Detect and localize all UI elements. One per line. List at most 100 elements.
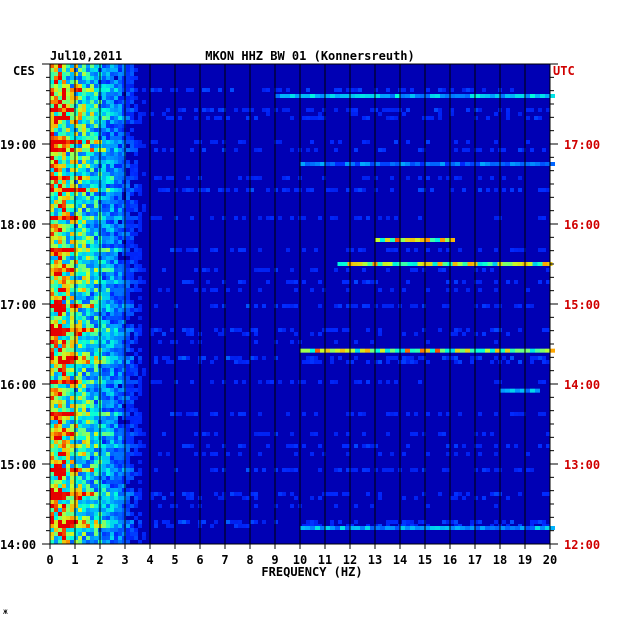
heatmap-cell: [462, 148, 466, 152]
heatmap-cell: [114, 300, 118, 304]
heatmap-cell: [54, 404, 58, 408]
heatmap-cell: [58, 156, 62, 160]
heatmap-cell: [338, 304, 342, 308]
heatmap-cell: [62, 372, 66, 376]
heatmap-cell: [118, 312, 122, 316]
heatmap-cell: [94, 260, 98, 264]
heatmap-cell: [50, 188, 54, 192]
heatmap-cell: [446, 280, 450, 284]
heatmap-cell: [66, 284, 70, 288]
heatmap-cell: [102, 128, 106, 132]
heatmap-cell: [114, 220, 118, 224]
heatmap-cell: [162, 356, 166, 360]
heatmap-cell: [70, 496, 74, 500]
heatmap-cell: [454, 148, 458, 152]
heatmap-cell: [118, 228, 122, 232]
heatmap-cell: [114, 532, 118, 536]
heatmap-cell: [50, 484, 54, 488]
heatmap-cell: [122, 272, 126, 276]
heatmap-cell: [106, 348, 110, 352]
heatmap-cell: [94, 132, 98, 136]
heatmap-cell: [62, 464, 66, 468]
heatmap-cell: [62, 300, 66, 304]
heatmap-cell: [546, 280, 550, 284]
heatmap-cell: [94, 140, 98, 144]
heatmap-cell: [222, 216, 226, 220]
spectral-line-cell: [382, 262, 388, 266]
x-axis-label: FREQUENCY (HZ): [261, 565, 362, 579]
heatmap-cell: [50, 240, 54, 244]
heatmap-cell: [410, 520, 414, 524]
heatmap-cell: [94, 68, 98, 72]
heatmap-cell: [266, 432, 270, 436]
heatmap-cell: [94, 432, 98, 436]
heatmap-cell: [70, 444, 74, 448]
heatmap-cell: [50, 324, 54, 328]
heatmap-cell: [78, 492, 82, 496]
heatmap-cell: [114, 228, 118, 232]
heatmap-cell: [90, 288, 94, 292]
heatmap-cell: [74, 192, 78, 196]
spectral-line-cell: [415, 94, 420, 98]
heatmap-cell: [154, 140, 158, 144]
heatmap-cell: [438, 112, 442, 116]
heatmap-cell: [130, 80, 134, 84]
heatmap-cell: [126, 496, 130, 500]
heatmap-cell: [78, 72, 82, 76]
heatmap-cell: [90, 248, 94, 252]
heatmap-cell: [122, 416, 126, 420]
spectral-line-cell: [320, 94, 325, 98]
heatmap-cell: [106, 304, 110, 308]
heatmap-cell: [54, 264, 58, 268]
heatmap-cell: [102, 76, 106, 80]
heatmap-cell: [118, 364, 122, 368]
heatmap-cell: [250, 520, 254, 524]
heatmap-cell: [66, 480, 70, 484]
heatmap-cell: [218, 496, 222, 500]
spectral-line-cell: [515, 94, 520, 98]
heatmap-cell: [78, 468, 82, 472]
heatmap-cell: [90, 480, 94, 484]
heatmap-cell: [334, 268, 338, 272]
heatmap-cell: [58, 448, 62, 452]
heatmap-cell: [78, 128, 82, 132]
spectral-line-cell: [470, 162, 475, 166]
heatmap-cell: [114, 236, 118, 240]
heatmap-cell: [526, 452, 530, 456]
heatmap-cell: [130, 396, 134, 400]
heatmap-cell: [214, 520, 218, 524]
heatmap-cell: [154, 176, 158, 180]
spectral-line-cell: [325, 348, 330, 353]
heatmap-cell: [110, 184, 114, 188]
heatmap-cell: [366, 444, 370, 448]
heatmap-cell: [130, 360, 134, 364]
heatmap-cell: [58, 244, 62, 248]
heatmap-cell: [74, 500, 78, 504]
heatmap-cell: [106, 308, 110, 312]
heatmap-cell: [58, 224, 62, 228]
heatmap-cell: [74, 208, 78, 212]
heatmap-cell: [90, 104, 94, 108]
heatmap-cell: [62, 360, 66, 364]
spectral-line-cell: [375, 348, 380, 353]
heatmap-cell: [70, 88, 74, 92]
heatmap-cell: [66, 452, 70, 456]
heatmap-cell: [410, 88, 414, 92]
heatmap-cell: [162, 268, 166, 272]
heatmap-cell: [138, 524, 142, 528]
heatmap-cell: [82, 292, 86, 296]
heatmap-cell: [82, 344, 86, 348]
heatmap-cell: [502, 520, 506, 524]
heatmap-cell: [102, 528, 106, 532]
heatmap-cell: [202, 288, 206, 292]
heatmap-cell: [114, 256, 118, 260]
heatmap-cell: [74, 540, 78, 544]
heatmap-cell: [106, 376, 110, 380]
heatmap-cell: [74, 84, 78, 88]
heatmap-cell: [126, 508, 130, 512]
heatmap-cell: [154, 88, 158, 92]
heatmap-cell: [70, 476, 74, 480]
heatmap-cell: [314, 268, 318, 272]
heatmap-cell: [110, 292, 114, 296]
heatmap-cell: [82, 260, 86, 264]
